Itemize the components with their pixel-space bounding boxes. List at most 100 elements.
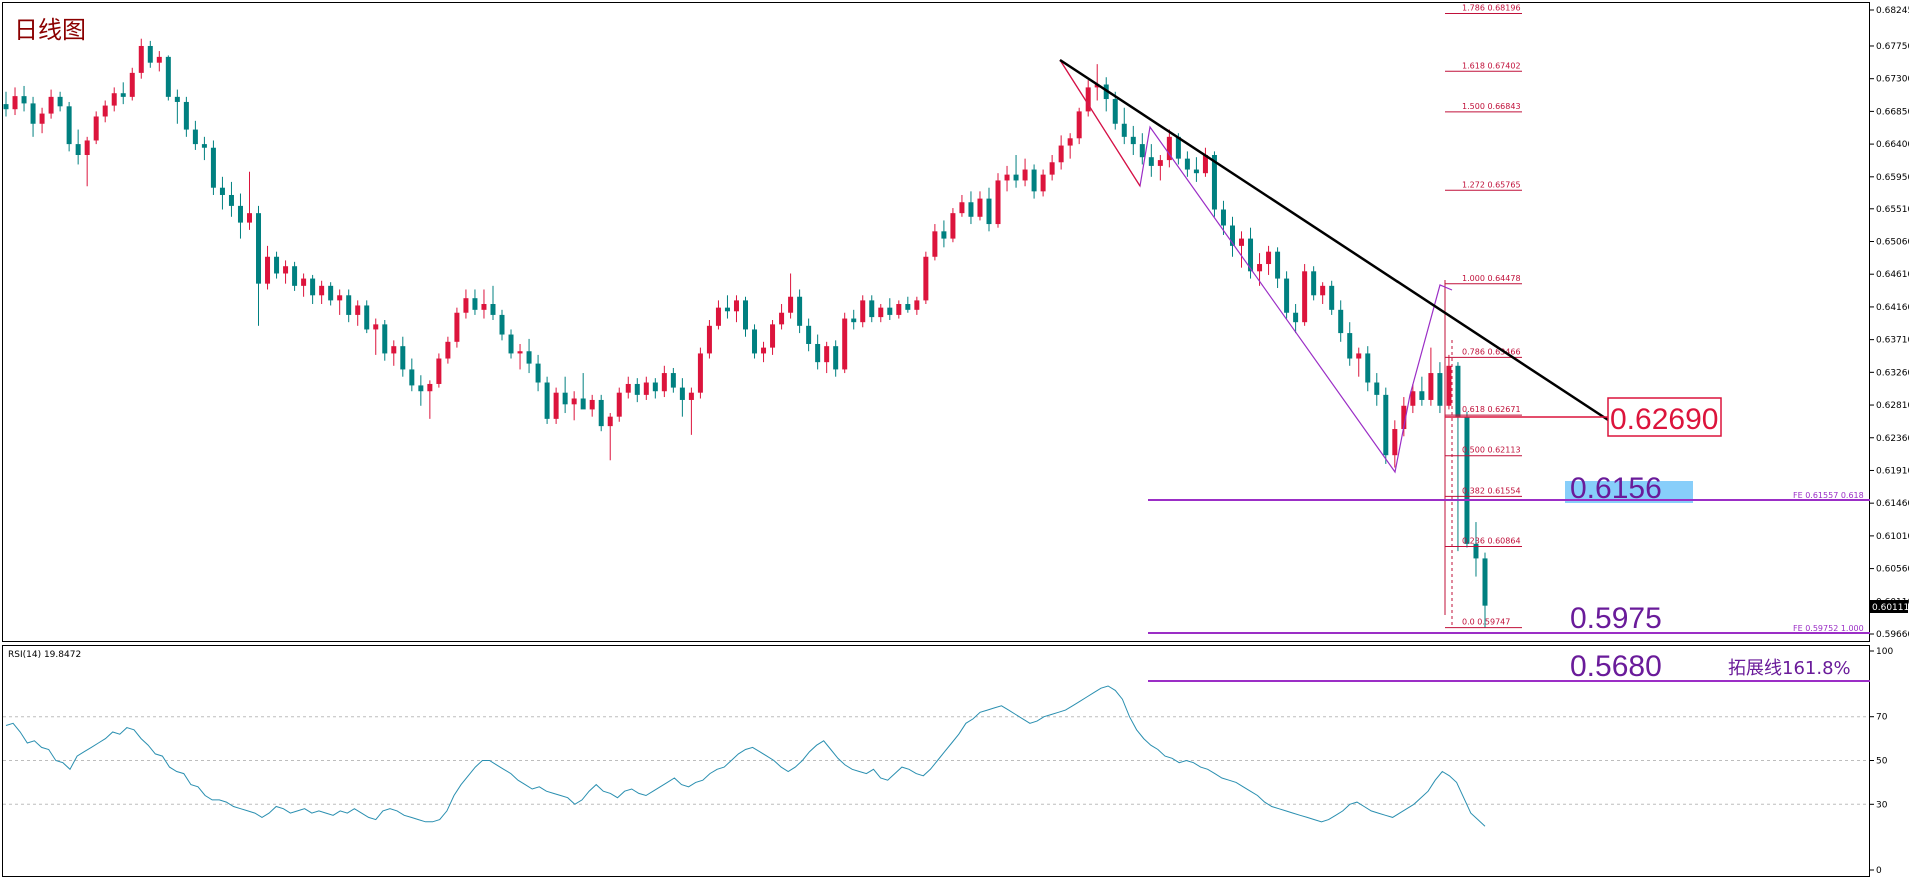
candle-body: [1112, 99, 1118, 124]
candle-body: [39, 113, 45, 124]
candle-body: [391, 346, 397, 354]
candle-body: [138, 45, 144, 73]
candle-body: [562, 392, 568, 405]
price-tick-label: 0.68245: [1876, 6, 1909, 16]
candle-body: [1401, 405, 1407, 430]
descending-trend-line: [1059, 58, 1629, 435]
candle-body: [1058, 145, 1064, 163]
candle-body: [697, 353, 703, 393]
candle-body: [3, 104, 9, 110]
candle-body: [418, 385, 424, 392]
candle-body: [265, 256, 271, 284]
candle-body: [1392, 429, 1398, 456]
rsi-level-lines: [3, 716, 1869, 805]
candle-body: [346, 295, 352, 315]
rsi-line: [5, 685, 1486, 827]
current-price-box: [1870, 600, 1908, 613]
resistance-callout-text: 0.62690: [1610, 403, 1718, 436]
candle-body: [1013, 174, 1019, 181]
candle-body: [219, 187, 225, 195]
resistance-callout-box: [1607, 397, 1722, 437]
candle-body: [1266, 251, 1272, 265]
candle-body: [1248, 238, 1254, 272]
rsi-tick-label: 50: [1876, 757, 1888, 767]
candle-body: [679, 387, 685, 400]
candle-body: [788, 296, 794, 313]
candle-body: [75, 144, 81, 156]
rsi-tick-label: 0: [1876, 866, 1882, 876]
candle-body: [914, 300, 920, 310]
candle-body: [1229, 225, 1235, 246]
candle-body: [256, 213, 262, 284]
candle-body: [1239, 238, 1245, 246]
candle-body: [1139, 144, 1145, 158]
candle-body: [770, 324, 776, 348]
candle-body: [1076, 111, 1082, 139]
candle-body: [851, 318, 857, 323]
candle-body: [364, 305, 370, 330]
candle-body: [328, 285, 334, 301]
candle-body: [454, 312, 460, 342]
candle-body: [1257, 264, 1263, 272]
candle-body: [246, 213, 252, 223]
candle-body: [445, 341, 451, 359]
fe-label-0618: FE 0.61557 0.618: [1793, 491, 1864, 500]
fib-level-label: 1.618 0.67402: [1462, 61, 1521, 70]
zigzag-wave-line: [1059, 59, 1453, 474]
candle-body: [201, 144, 207, 148]
current-price-label: 0.60111: [1872, 603, 1909, 613]
fib-level-label: 1.786 0.68196: [1462, 4, 1521, 13]
candle-body: [661, 373, 667, 392]
candle-body: [1437, 373, 1443, 406]
candle-body: [932, 231, 938, 257]
candle-body: [860, 300, 866, 323]
candle-body: [1049, 162, 1055, 175]
price-tick-label: 0.59660: [1876, 630, 1909, 640]
candle-body: [607, 416, 613, 427]
candle-body: [1464, 416, 1470, 544]
candle-body: [283, 266, 289, 274]
candle-body: [120, 93, 126, 97]
fib-level-label: 0.236 0.60864: [1462, 536, 1521, 545]
fib-level-label: 0.500 0.62113: [1462, 446, 1521, 455]
candle-body: [1446, 365, 1452, 406]
candle-body: [192, 129, 198, 145]
candle-body: [706, 325, 712, 354]
candle-body: [733, 300, 739, 312]
candle-body: [1473, 543, 1479, 559]
candle-body: [905, 304, 911, 310]
candle-body: [427, 383, 433, 392]
candle-body: [887, 307, 893, 315]
candle-body: [472, 298, 478, 310]
candle-body: [292, 266, 298, 286]
candle-body: [634, 383, 640, 395]
candle-body: [878, 307, 884, 318]
candle-body: [1383, 394, 1389, 456]
candle-body: [1455, 365, 1461, 417]
candle-body: [1184, 158, 1190, 170]
candle-body: [1365, 353, 1371, 383]
candle-body: [373, 324, 379, 330]
candle-body: [1329, 285, 1335, 310]
candle-body: [1284, 278, 1290, 313]
candle-body: [526, 351, 532, 364]
candle-body: [544, 382, 550, 419]
candle-body: [210, 147, 216, 188]
candle-body: [1094, 84, 1100, 88]
rsi-tick-label: 100: [1876, 647, 1893, 657]
candle-body: [174, 96, 180, 102]
candle-body: [598, 399, 604, 427]
candle-body: [111, 93, 117, 106]
candle-body: [1419, 391, 1425, 400]
candle-body: [1374, 382, 1380, 395]
candle-body: [48, 96, 54, 114]
candle-body: [1347, 333, 1353, 359]
candle-body: [1157, 160, 1163, 166]
rsi-title: RSI(14) 19.8472: [8, 650, 81, 660]
